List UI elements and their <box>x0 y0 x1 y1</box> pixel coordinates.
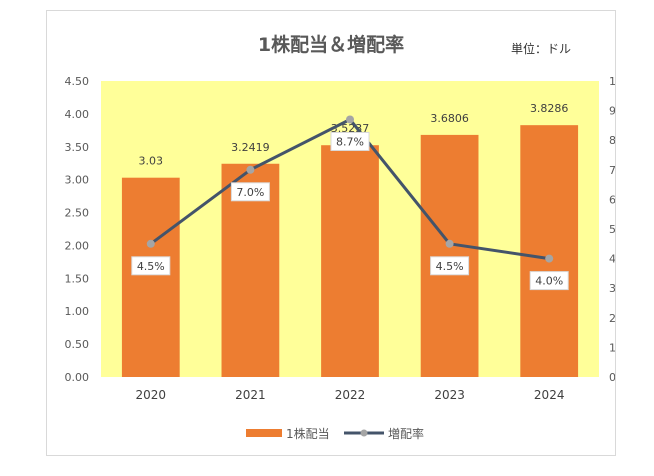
left-tick-label: 2.00 <box>65 239 90 252</box>
bar <box>420 134 479 377</box>
left-tick-label: 1.00 <box>65 305 90 318</box>
bar <box>321 145 379 377</box>
rate-value-label: 4.5% <box>436 260 464 273</box>
right-tick-label: 7% <box>609 164 615 177</box>
rate-marker <box>545 254 554 263</box>
category-label: 2022 <box>335 388 366 402</box>
rate-marker <box>146 239 155 248</box>
rate-marker <box>445 239 454 248</box>
right-axis: 0% 1% 2% 3% 4% 5% 6% 7% 8% 9% 10% <box>609 75 615 384</box>
rate-value-label: 4.0% <box>535 275 563 288</box>
bar-value-label: 3.8286 <box>530 102 569 115</box>
unit-note: 単位：ドル <box>511 41 571 56</box>
left-tick-label: 0.00 <box>65 371 90 384</box>
bar-value-label: 3.03 <box>139 155 164 168</box>
category-label: 2020 <box>136 388 167 402</box>
left-tick-label: 4.50 <box>65 75 90 88</box>
right-tick-label: 2% <box>609 312 615 325</box>
right-tick-label: 1% <box>609 341 615 354</box>
left-tick-label: 3.50 <box>65 141 90 154</box>
bar <box>121 177 180 377</box>
left-tick-label: 2.50 <box>65 207 90 220</box>
rate-value-label: 7.0% <box>236 186 264 199</box>
left-axis: 0.00 0.50 1.00 1.50 2.00 2.50 3.00 3.50 4.00 4.50 <box>65 75 90 384</box>
chart-title: 1株配当＆増配率 <box>258 33 404 56</box>
chart-frame: 1株配当＆増配率 単位：ドル 0.00 0.50 1.00 1.50 2.00 2.50 3… <box>46 10 616 456</box>
right-tick-label: 8% <box>609 134 615 147</box>
line-series: 4.5% 7.0% 8.7% 4.5% 4.0% <box>131 115 569 291</box>
right-tick-label: 9% <box>609 105 615 118</box>
right-tick-label: 0% <box>609 371 615 384</box>
right-tick-label: 3% <box>609 282 615 295</box>
rate-label-box <box>131 256 171 276</box>
rate-label-box <box>529 271 569 291</box>
category-label: 2024 <box>534 388 565 402</box>
right-tick-label: 5% <box>609 223 615 236</box>
bar-value-label: 3.6806 <box>430 112 469 125</box>
legend: 1株配当 増配率 <box>246 426 424 441</box>
right-tick-label: 4% <box>609 253 615 266</box>
legend-bar-label: 1株配当 <box>286 426 330 441</box>
rate-value-label: 4.5% <box>137 260 165 273</box>
legend-line-label: 増配率 <box>388 426 424 441</box>
rate-marker <box>346 115 354 124</box>
dividend-chart: 1株配当＆増配率 単位：ドル 0.00 0.50 1.00 1.50 2.00 2.50 3… <box>65 33 616 441</box>
legend-line-marker <box>360 429 368 437</box>
left-tick-label: 0.50 <box>65 338 90 351</box>
left-tick-label: 4.00 <box>65 108 90 121</box>
rate-label-box <box>230 182 270 202</box>
category-label: 2023 <box>434 388 465 402</box>
rate-value-label: 8.7% <box>336 135 364 148</box>
bar <box>520 125 579 377</box>
left-tick-label: 3.00 <box>65 174 90 187</box>
right-tick-label: 6% <box>609 193 615 206</box>
right-tick-label: 10% <box>609 75 615 88</box>
bar-value-label: 3.2419 <box>231 141 270 154</box>
left-tick-label: 1.50 <box>65 272 90 285</box>
rate-label-box <box>330 131 370 151</box>
rate-label-box <box>430 256 470 276</box>
category-axis: 2020 2021 2022 2023 2024 <box>136 388 565 402</box>
rate-marker <box>246 165 255 174</box>
category-label: 2021 <box>235 388 266 402</box>
legend-bar-swatch <box>246 429 282 437</box>
